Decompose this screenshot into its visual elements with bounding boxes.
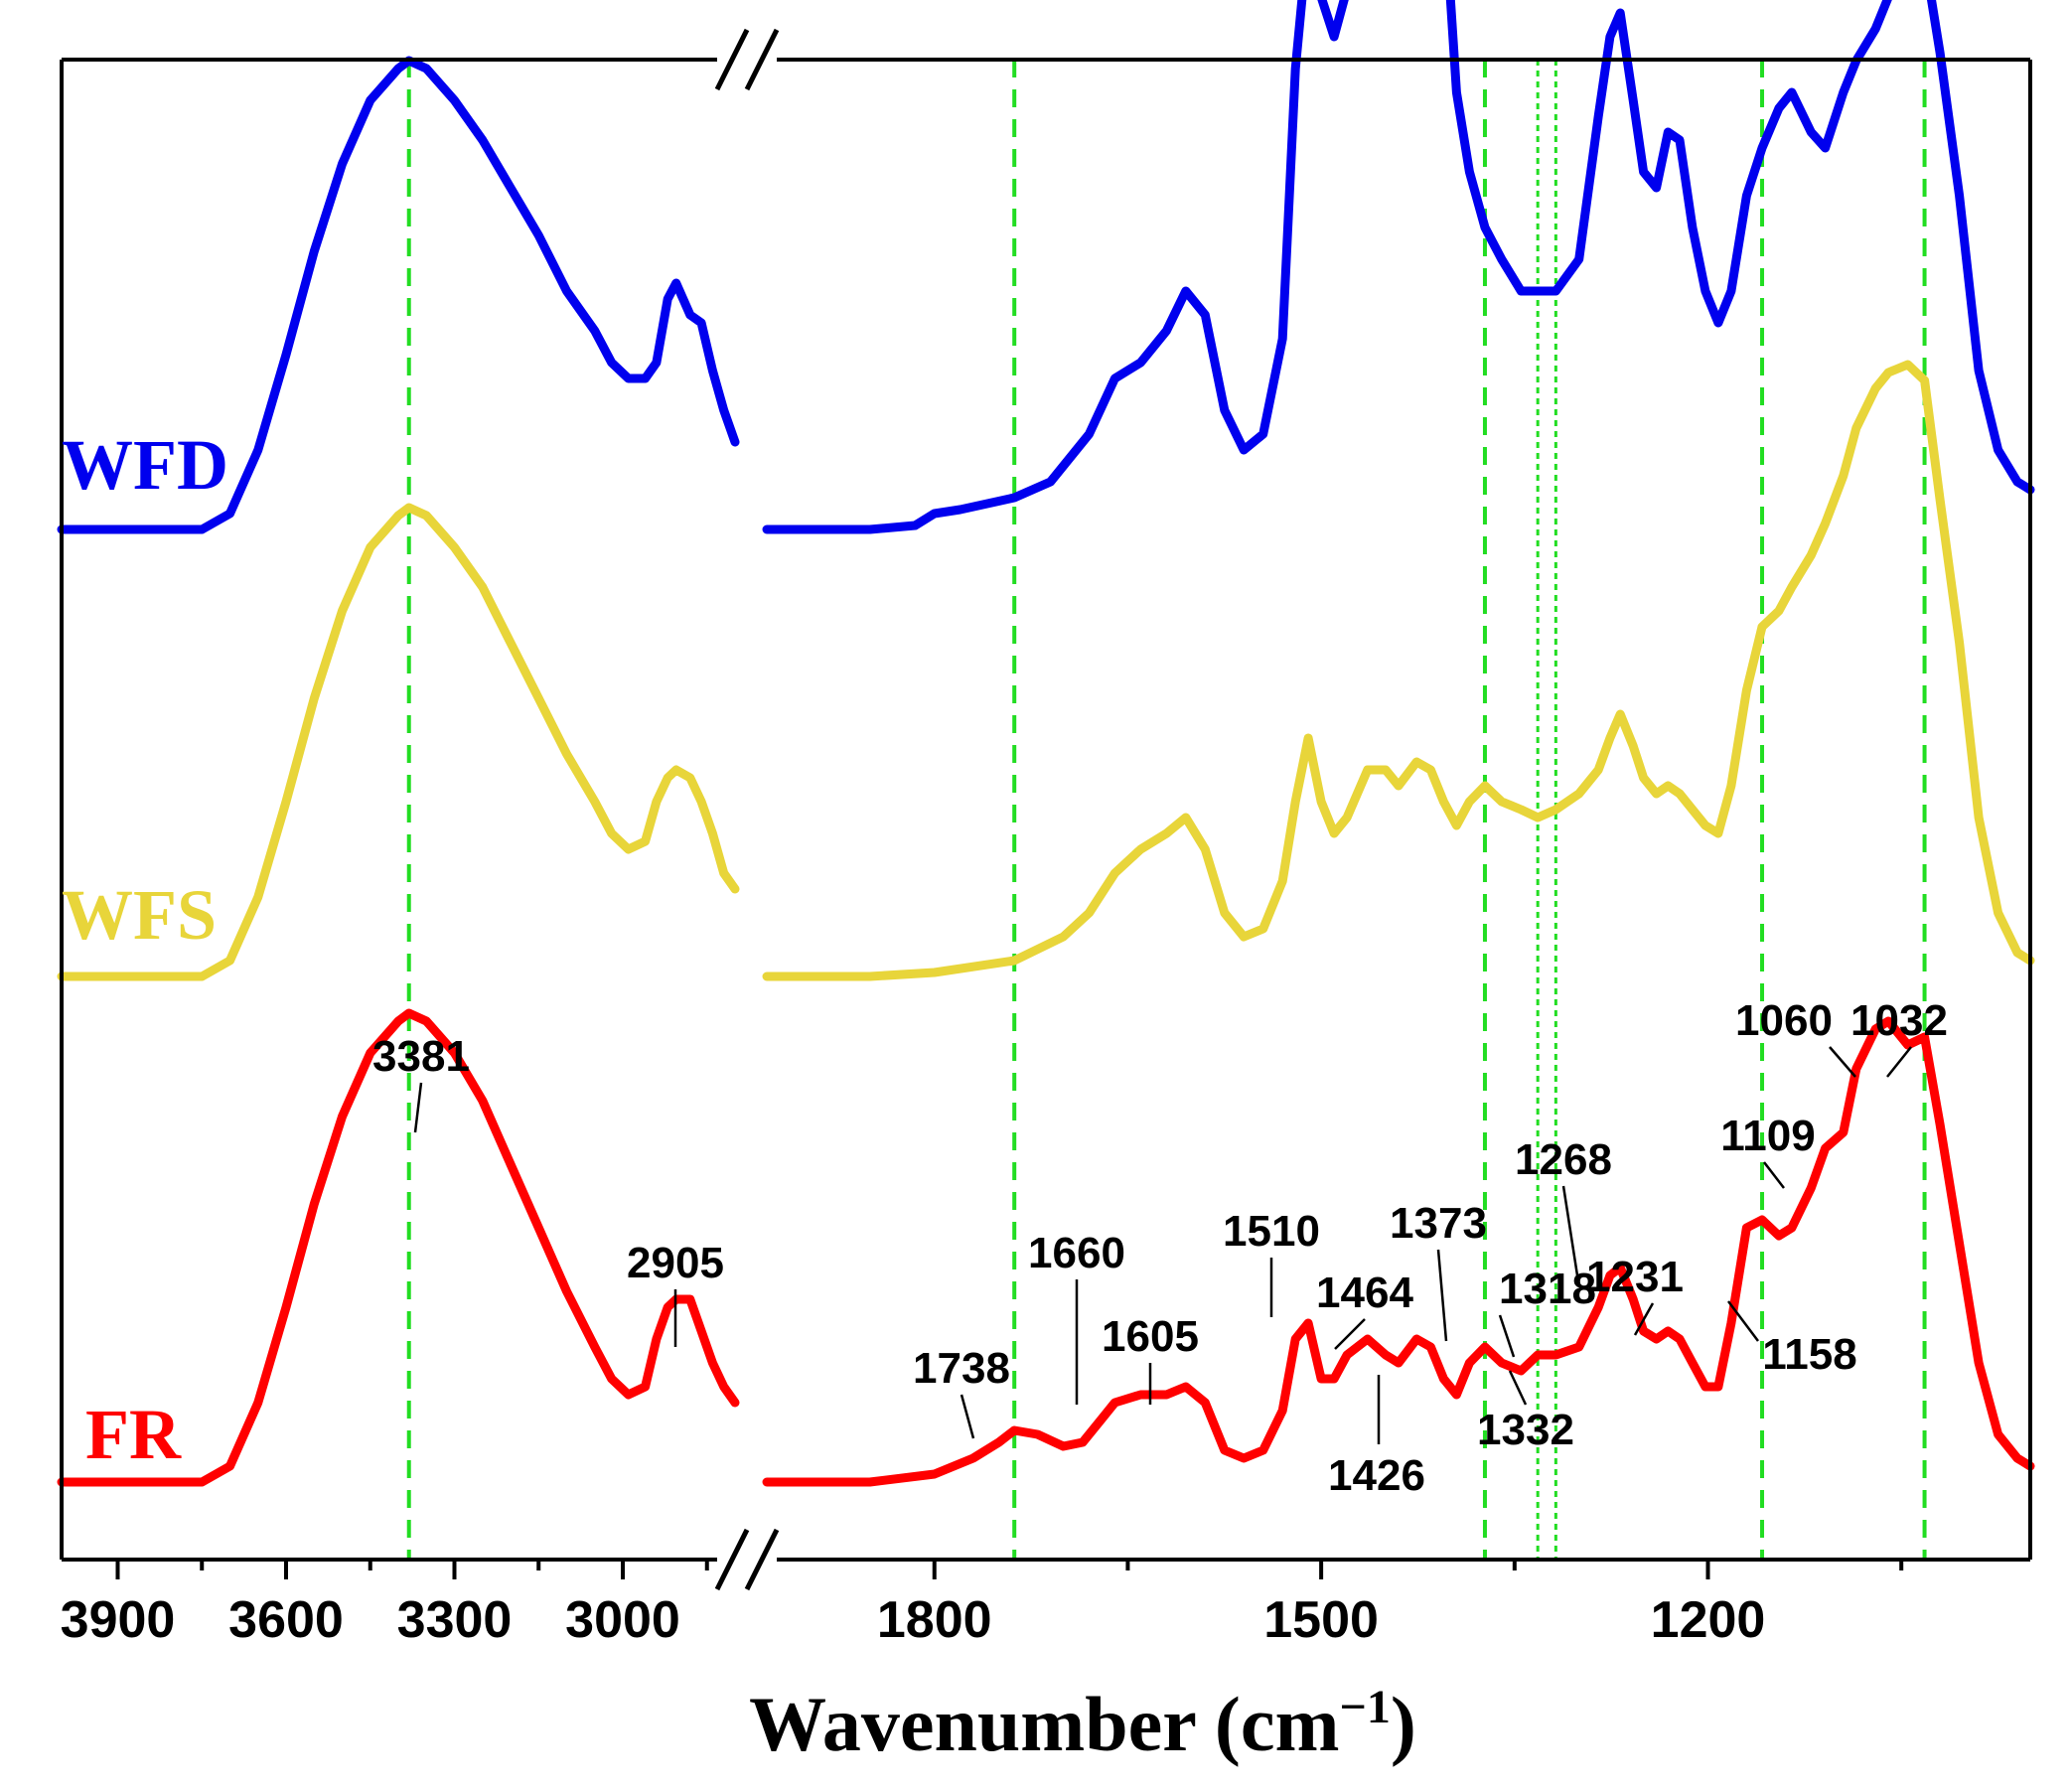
- series-labels: WFD WFS FR: [62, 425, 228, 1474]
- peak-leader-1268: [1561, 1185, 1579, 1276]
- peak-label-1738: 1738: [913, 1344, 1010, 1393]
- tick-label-1200: 1200: [1651, 1591, 1766, 1649]
- series-label-fr: FR: [85, 1395, 182, 1474]
- peak-leader-1158: [1727, 1300, 1759, 1342]
- peak-leader-1332: [1508, 1370, 1528, 1406]
- peak-leader-1060: [1829, 1046, 1856, 1078]
- tick-label-3900: 3900: [61, 1591, 176, 1649]
- peak-label-1268: 1268: [1515, 1135, 1612, 1184]
- peak-leader-1738: [960, 1394, 975, 1439]
- tick-label-3000: 3000: [565, 1591, 680, 1649]
- axis-break-mark-bottom-2: [744, 1528, 780, 1591]
- x-axis-ticks: 3900 3600 3300 3000 1800 1500 1200: [61, 1560, 1904, 1649]
- series-line-wfs: [57, 360, 2035, 981]
- peak-label-1109: 1109: [1720, 1112, 1815, 1160]
- peak-label-1605: 1605: [1102, 1312, 1199, 1361]
- peak-label-1373: 1373: [1390, 1199, 1487, 1248]
- peak-label-1318: 1318: [1499, 1265, 1596, 1313]
- series-line-wfd: [57, 0, 2035, 534]
- peak-leader-1464: [1334, 1318, 1366, 1350]
- peak-label-3381: 3381: [372, 1032, 470, 1081]
- series-label-wfs: WFS: [62, 875, 217, 955]
- peak-label-1231: 1231: [1586, 1253, 1684, 1301]
- reference-lines: [406, 60, 1927, 1560]
- peak-leader-1373: [1436, 1249, 1448, 1342]
- tick-label-3600: 3600: [228, 1591, 344, 1649]
- peak-label-1158: 1158: [1762, 1330, 1856, 1379]
- peak-label-1332: 1332: [1477, 1406, 1574, 1454]
- peak-label-1660: 1660: [1028, 1229, 1125, 1277]
- peak-leader-1109: [1763, 1161, 1785, 1189]
- peak-leader-1318: [1498, 1314, 1516, 1358]
- axis-break-mark-top-2: [744, 28, 780, 91]
- axis-break-mark-top-1: [714, 28, 750, 91]
- series-line-fr: [57, 1008, 2035, 1487]
- tick-label-1500: 1500: [1263, 1591, 1379, 1649]
- peak-label-1464: 1464: [1316, 1269, 1413, 1317]
- x-axis-title: Wavenumber (cm−1): [749, 1681, 1416, 1767]
- peak-label-2905: 2905: [627, 1239, 724, 1287]
- peak-leader-1231: [1633, 1302, 1655, 1336]
- peak-label-1426: 1426: [1328, 1451, 1425, 1500]
- peak-label-1510: 1510: [1223, 1207, 1320, 1256]
- peak-label-1032: 1032: [1850, 996, 1948, 1045]
- plot-frame: [60, 28, 2032, 1591]
- tick-label-3300: 3300: [397, 1591, 513, 1649]
- axis-break-mark-bottom-1: [714, 1528, 750, 1591]
- peak-leader-1032: [1886, 1046, 1912, 1078]
- series-label-wfd: WFD: [62, 425, 228, 505]
- x-axis-title-superscript: −1: [1340, 1681, 1391, 1733]
- peak-leader-3381: [413, 1082, 423, 1133]
- peak-label-1060: 1060: [1735, 996, 1833, 1045]
- spectra-curves: [57, 0, 2035, 1487]
- tick-label-1800: 1800: [877, 1591, 992, 1649]
- peak-annotations: 3381 2905 1738 1660 1605 1510 1464 1426 13731318…: [372, 996, 1948, 1500]
